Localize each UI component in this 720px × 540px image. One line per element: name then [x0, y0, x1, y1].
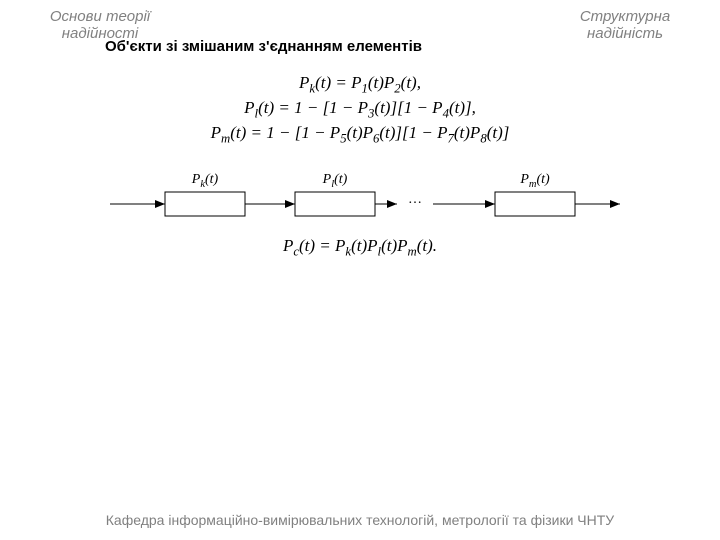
- header-right-line1: Структурна: [580, 8, 670, 25]
- series-block-diagram: Pk(t)Pl(t)…Pm(t): [0, 160, 720, 235]
- equation-bottom: Pc(t) = Pk(t)Pl(t)Pm(t).: [283, 236, 437, 255]
- equation-line-2: Pl(t) = 1 − [1 − P3(t)][1 − P4(t)],: [0, 97, 720, 122]
- header-left-line1: Основи теорії: [50, 8, 150, 25]
- svg-text:…: …: [408, 192, 422, 207]
- equation-line-3: Pm(t) = 1 − [1 − P5(t)P6(t)][1 − P7(t)P8…: [0, 122, 720, 147]
- header-right: Структурна надійність: [560, 8, 690, 43]
- equation-block-bottom: Pc(t) = Pk(t)Pl(t)Pm(t).: [0, 236, 720, 259]
- header-right-line2: надійність: [587, 25, 663, 42]
- page-title: Об'єкти зі змішаним з'єднанням елементів: [105, 38, 422, 55]
- equation-line-1: Pk(t) = P1(t)P2(t),: [0, 72, 720, 97]
- footer-text: Кафедра інформаційно-вимірювальних техно…: [0, 512, 720, 528]
- equation-block-top: Pk(t) = P1(t)P2(t), Pl(t) = 1 − [1 − P3(…: [0, 72, 720, 147]
